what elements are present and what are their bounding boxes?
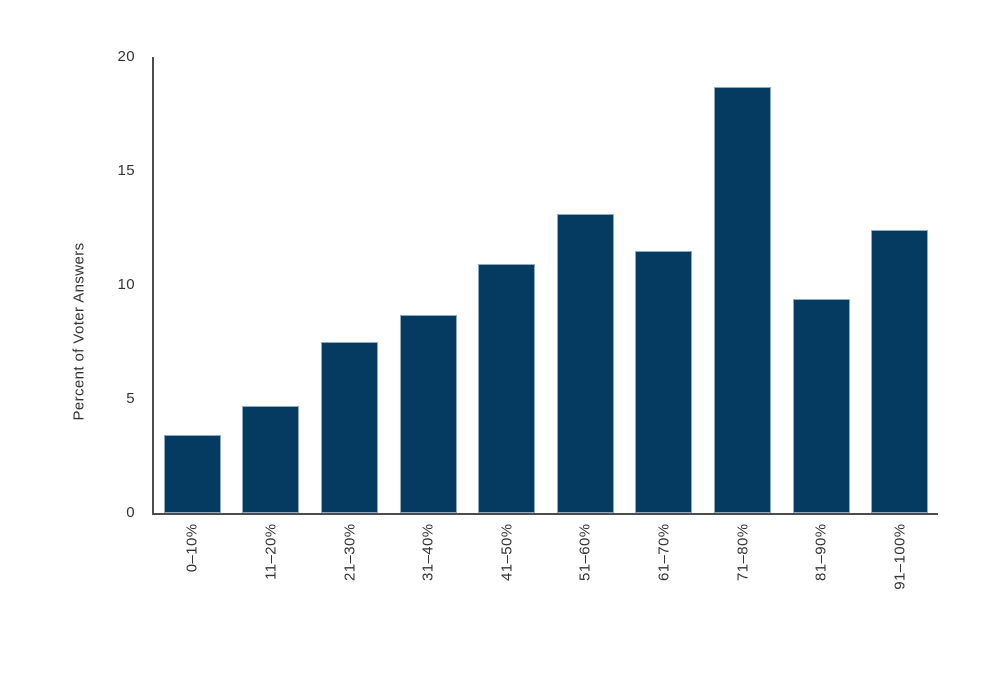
bar-51–60% bbox=[557, 214, 614, 513]
bar-21–30% bbox=[321, 342, 378, 513]
x-tick-label: 41–50% bbox=[498, 523, 516, 581]
y-tick-label: 20 bbox=[117, 48, 135, 65]
bar-31–40% bbox=[400, 315, 457, 513]
bar-81–90% bbox=[793, 299, 850, 513]
y-tick-label: 15 bbox=[117, 162, 135, 179]
x-tick-label: 11–20% bbox=[262, 523, 280, 580]
x-tick-label: 51–60% bbox=[576, 523, 594, 581]
x-tick-label: 0–10% bbox=[183, 523, 201, 573]
y-tick-label: 5 bbox=[126, 390, 135, 407]
x-tick-label: 71–80% bbox=[734, 523, 752, 581]
y-axis-title: Percent of Voter Answers bbox=[70, 242, 88, 421]
x-tick-label: 61–70% bbox=[655, 523, 673, 581]
x-tick-label: 31–40% bbox=[419, 523, 437, 581]
bar-0–10% bbox=[164, 435, 221, 513]
bar-11–20% bbox=[242, 406, 299, 513]
bar-41–50% bbox=[478, 264, 535, 513]
x-tick-label: 91–100% bbox=[891, 523, 909, 590]
bar-71–80% bbox=[714, 87, 771, 513]
bar-61–70% bbox=[635, 251, 692, 513]
y-axis-line bbox=[152, 57, 154, 515]
y-tick-label: 0 bbox=[126, 504, 135, 521]
x-tick-label: 21–30% bbox=[341, 523, 359, 581]
x-tick-label: 81–90% bbox=[812, 523, 830, 581]
bar-91–100% bbox=[871, 230, 928, 513]
y-tick-label: 10 bbox=[117, 276, 135, 293]
x-axis-line bbox=[152, 513, 938, 515]
